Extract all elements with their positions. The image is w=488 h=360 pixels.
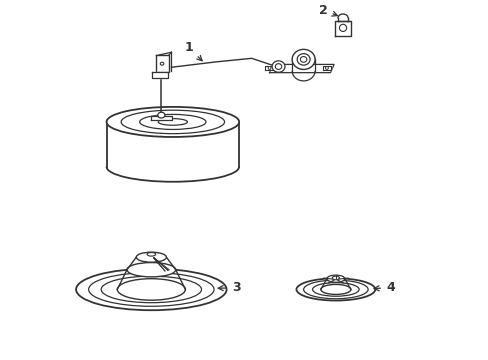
Ellipse shape	[267, 67, 270, 69]
Ellipse shape	[136, 252, 166, 262]
Polygon shape	[150, 116, 172, 121]
Ellipse shape	[326, 275, 344, 282]
Ellipse shape	[158, 118, 187, 125]
Ellipse shape	[88, 273, 214, 306]
Ellipse shape	[300, 57, 306, 62]
Ellipse shape	[106, 107, 239, 137]
Ellipse shape	[339, 24, 346, 31]
Polygon shape	[269, 64, 333, 73]
Ellipse shape	[291, 49, 314, 69]
Text: 4: 4	[373, 281, 394, 294]
Ellipse shape	[140, 114, 205, 130]
Ellipse shape	[160, 62, 163, 65]
Ellipse shape	[127, 262, 175, 277]
Text: 2: 2	[318, 4, 337, 17]
Ellipse shape	[312, 283, 358, 296]
Ellipse shape	[271, 61, 285, 72]
Ellipse shape	[158, 112, 164, 118]
Ellipse shape	[325, 67, 327, 69]
Ellipse shape	[320, 284, 350, 294]
Ellipse shape	[303, 280, 367, 299]
Text: 3: 3	[218, 281, 240, 294]
Ellipse shape	[275, 64, 281, 69]
Ellipse shape	[101, 276, 201, 303]
Polygon shape	[334, 21, 350, 36]
Polygon shape	[156, 55, 168, 72]
Polygon shape	[152, 72, 168, 78]
Ellipse shape	[147, 252, 155, 256]
Ellipse shape	[296, 278, 374, 301]
Polygon shape	[322, 66, 330, 70]
Ellipse shape	[76, 269, 226, 310]
Ellipse shape	[121, 110, 224, 134]
Text: 1: 1	[184, 41, 202, 61]
Polygon shape	[264, 66, 273, 70]
Ellipse shape	[332, 276, 339, 280]
Ellipse shape	[297, 54, 309, 65]
Ellipse shape	[117, 279, 185, 300]
